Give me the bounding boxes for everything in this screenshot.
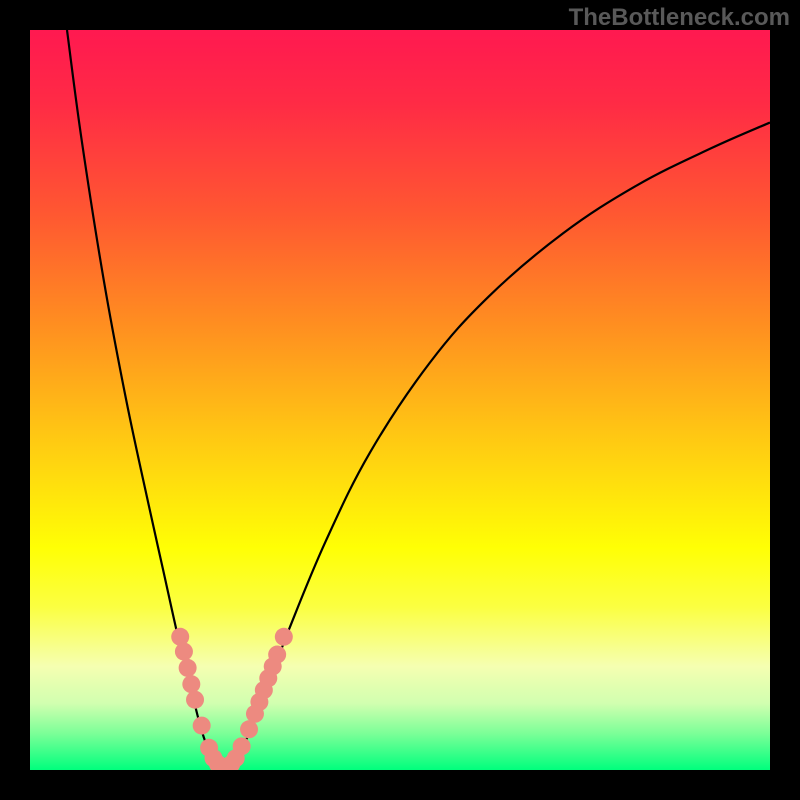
data-marker (233, 737, 251, 755)
data-marker (175, 643, 193, 661)
data-marker (182, 675, 200, 693)
data-marker (186, 691, 204, 709)
data-marker (193, 717, 211, 735)
watermark-text: TheBottleneck.com (569, 4, 790, 32)
data-marker (240, 720, 258, 738)
chart-svg (30, 30, 770, 770)
data-marker (275, 628, 293, 646)
chart-background (30, 30, 770, 770)
data-marker (268, 646, 286, 664)
plot-area (30, 30, 770, 770)
chart-frame: TheBottleneck.com (0, 0, 800, 800)
data-marker (179, 659, 197, 677)
